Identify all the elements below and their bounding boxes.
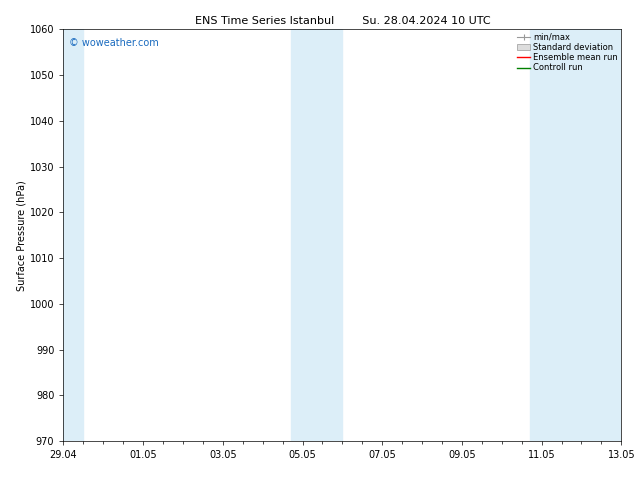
Bar <box>63 29 83 441</box>
Bar <box>290 29 342 441</box>
Text: © woweather.com: © woweather.com <box>69 38 158 48</box>
Bar <box>529 29 621 441</box>
Y-axis label: Surface Pressure (hPa): Surface Pressure (hPa) <box>17 180 27 291</box>
Legend: min/max, Standard deviation, Ensemble mean run, Controll run: min/max, Standard deviation, Ensemble me… <box>515 31 619 74</box>
Title: ENS Time Series Istanbul        Su. 28.04.2024 10 UTC: ENS Time Series Istanbul Su. 28.04.2024 … <box>195 16 490 26</box>
